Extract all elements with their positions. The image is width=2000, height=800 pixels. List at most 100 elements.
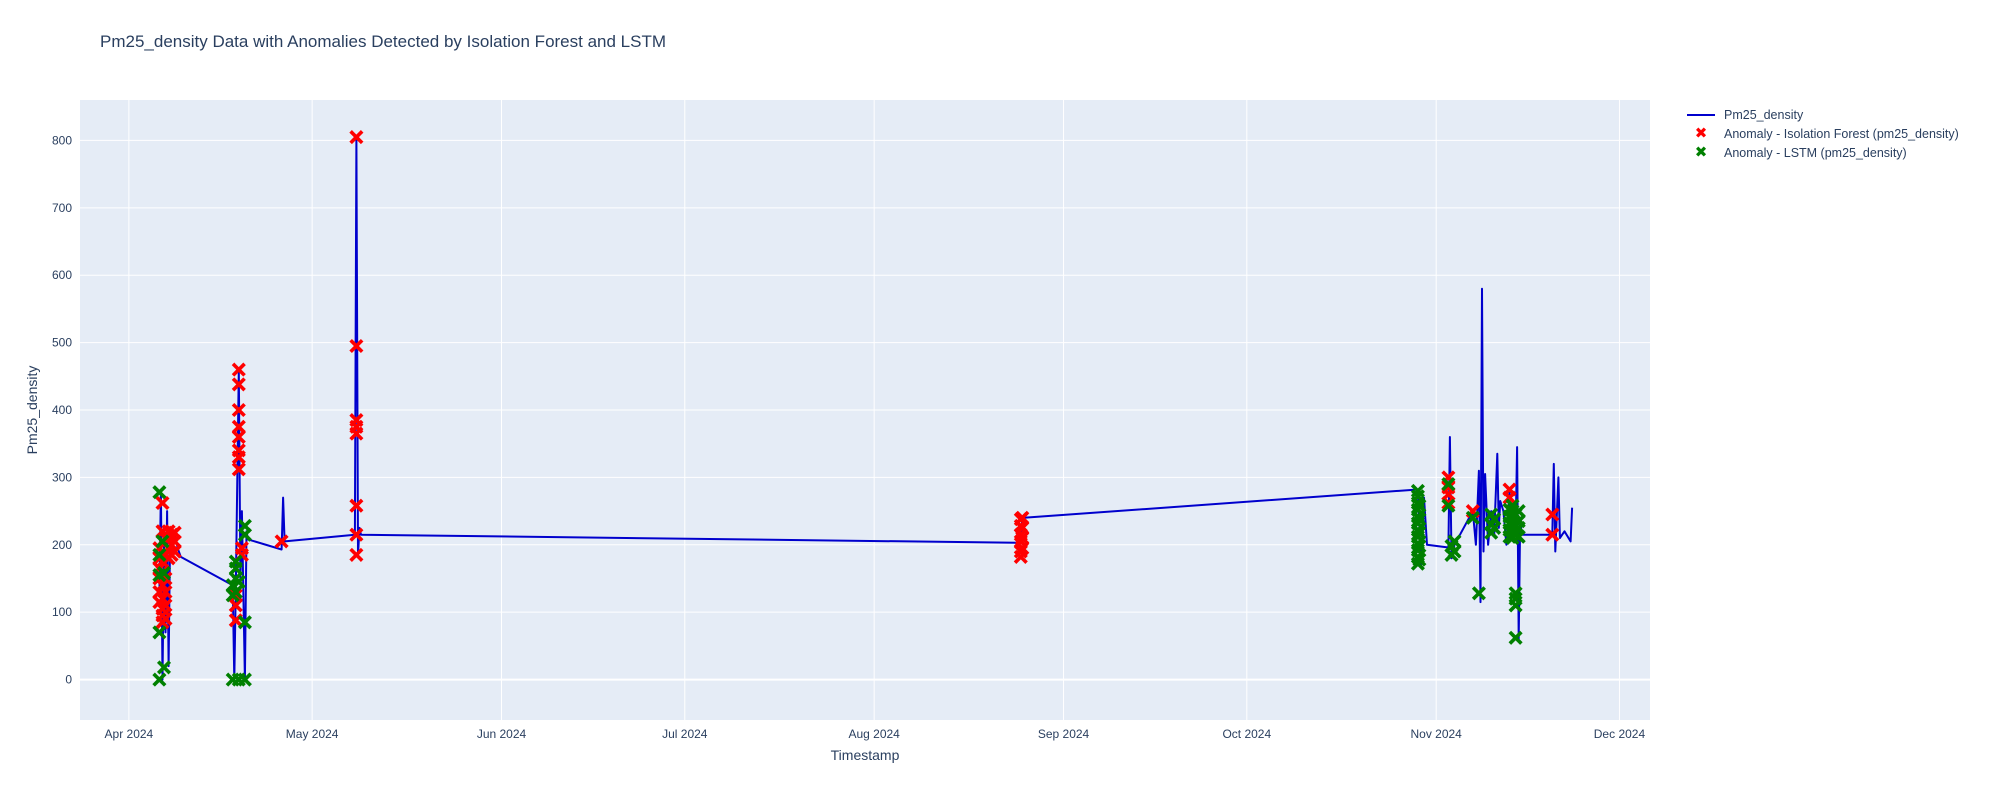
x-tick-label: Aug 2024 [848,727,900,741]
legend-item-isolation-forest[interactable]: ✖ Anomaly - Isolation Forest (pm25_densi… [1686,124,1959,143]
legend-label: Anomaly - Isolation Forest (pm25_density… [1724,126,1959,141]
lstm-anomaly-marker-shape [237,672,252,687]
lstm-anomaly-marker [1487,520,1502,535]
isolation-forest-anomaly-marker [155,495,170,511]
lstm-anomaly-marker-shape [1412,525,1427,540]
isolation-forest-anomaly-marker [231,377,246,392]
isolation-forest-anomaly-marker [349,498,364,513]
x-tick-label: Dec 2024 [1594,727,1646,741]
isolation-forest-anomaly-marker [1015,530,1030,546]
x-tick-label: Jul 2024 [662,727,708,741]
isolation-forest-anomaly-marker [349,426,364,441]
x-tick-label: May 2024 [286,727,339,741]
isolation-forest-anomaly-marker [167,525,182,540]
lstm-anomaly-marker [237,518,252,533]
isolation-forest-anomaly-marker [158,584,173,600]
lstm-anomaly-marker-shape [1508,586,1523,601]
lstm-anomaly-marker [1447,544,1462,559]
lstm-anomaly-marker-shape [1487,512,1502,527]
isolation-forest-anomaly-marker [1441,495,1456,511]
lstm-anomaly-marker [152,625,167,640]
lstm-anomaly-marker-shape [228,584,243,600]
legend-line-swatch [1686,109,1716,121]
isolation-forest-anomaly-marker [231,419,246,434]
y-tick-label: 500 [52,336,72,350]
isolation-forest-anomaly-marker [1015,520,1030,535]
lstm-anomaly-marker-shape [1412,539,1427,554]
isolation-forest-anomaly-marker-shape [349,498,364,513]
grid-lines [80,100,1650,720]
lstm-anomaly-marker [231,574,246,589]
lstm-anomaly-marker [1441,477,1456,492]
isolation-forest-anomaly-marker-shape [231,462,246,477]
y-tick-label: 600 [52,268,72,282]
isolation-forest-anomaly-marker [231,429,246,445]
lstm-anomaly-marker [1508,630,1523,645]
lstm-anomaly-marker [152,672,167,687]
x-tick-label: Nov 2024 [1410,727,1462,741]
isolation-forest-anomaly-marker [231,362,246,377]
lstm-anomaly-marker [1508,586,1523,601]
lstm-anomaly-marker [1447,534,1462,549]
lstm-anomaly-marker-shape [1465,510,1480,525]
lstm-anomaly-marker-shape [1487,520,1502,535]
lstm-anomaly-marker-shape [1511,529,1526,544]
lstm-anomaly-marker [1471,586,1486,601]
isolation-forest-anomaly-marker-shape [274,534,289,549]
lstm-anomaly-marker-shape [152,672,167,687]
isolation-forest-anomaly-marker [231,462,246,477]
lstm-anomaly-marker-shape [237,615,252,630]
isolation-forest-anomaly-marker-shape [231,402,246,418]
lstm-anomaly-marker [237,672,252,687]
isolation-forest-anomaly-marker [349,527,364,542]
lstm-anomaly-marker-shape [1471,586,1486,601]
lstm-anomaly-marker [156,660,172,675]
lstm-anomaly-marker [1487,512,1502,527]
y-tick-label: 0 [65,673,72,687]
lstm-anomaly-marker [1511,529,1526,544]
legend-item-line[interactable]: Pm25_density [1686,105,1959,124]
y-tick-label: 300 [52,470,72,484]
isolation-forest-anomaly-marker-shape [231,377,246,392]
x-tick-label: Jun 2024 [477,727,527,741]
isolation-forest-anomaly-marker-shape [231,362,246,377]
lstm-anomaly-marker-shape [1447,544,1462,559]
isolation-forest-anomaly-marker-shape [228,598,243,613]
lstm-anomaly-marker [1441,498,1456,513]
isolation-forest-anomaly-marker [158,611,173,626]
isolation-forest-anomaly-marker [158,598,173,613]
legend-x-icon: ✖ [1694,124,1708,142]
legend-item-lstm[interactable]: ✖ Anomaly - LSTM (pm25_density) [1686,143,1959,162]
isolation-forest-anomaly-marker-shape [1015,541,1030,556]
legend-label: Pm25_density [1724,107,1804,122]
isolation-forest-anomaly-marker [1015,510,1030,525]
isolation-forest-anomaly-marker [1545,527,1560,542]
isolation-forest-anomaly-marker-shape [349,426,364,441]
y-tick-label: 100 [52,605,72,619]
isolation-forest-anomaly-marker-shape [167,534,182,549]
isolation-forest-anomaly-marker [1441,480,1456,495]
anomaly-marker-layer [152,130,1560,687]
isolation-forest-anomaly-marker-shape [1015,520,1030,535]
lstm-anomaly-marker [237,527,252,542]
isolation-forest-anomaly-marker [1015,541,1030,556]
x-tick-label: Oct 2024 [1222,727,1271,741]
isolation-forest-anomaly-marker [167,534,182,549]
lstm-anomaly-marker-shape [1447,534,1462,549]
legend-x-icon: ✖ [1694,143,1708,161]
lstm-anomaly-marker-shape [237,527,252,542]
isolation-forest-anomaly-marker-shape [231,429,246,445]
isolation-forest-anomaly-marker [231,402,246,418]
lstm-anomaly-marker [1465,510,1480,525]
lstm-anomaly-marker-shape [237,518,252,533]
lstm-anomaly-marker [228,554,243,569]
lstm-anomaly-marker [1412,539,1427,554]
y-tick-label: 400 [52,403,72,417]
isolation-forest-anomaly-marker [228,598,243,613]
lstm-anomaly-marker-shape [1412,512,1427,527]
y-tick-label: 800 [52,133,72,147]
lstm-anomaly-marker-shape [156,660,172,675]
lstm-anomaly-marker-shape [231,574,246,589]
lstm-anomaly-marker [1511,504,1526,519]
